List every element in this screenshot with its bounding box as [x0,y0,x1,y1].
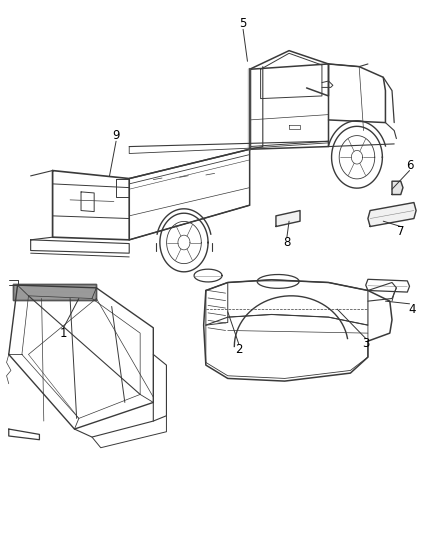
Text: 1: 1 [60,327,67,340]
Text: 9: 9 [112,130,120,142]
Polygon shape [392,181,403,195]
Text: 4: 4 [408,303,416,316]
Polygon shape [13,284,96,300]
Text: 5: 5 [240,18,247,30]
Polygon shape [276,211,300,227]
Text: 8: 8 [283,236,290,249]
Text: 3: 3 [362,337,369,350]
Text: 6: 6 [406,159,413,172]
Polygon shape [368,203,416,227]
Text: 2: 2 [235,343,243,356]
Text: 7: 7 [397,225,405,238]
